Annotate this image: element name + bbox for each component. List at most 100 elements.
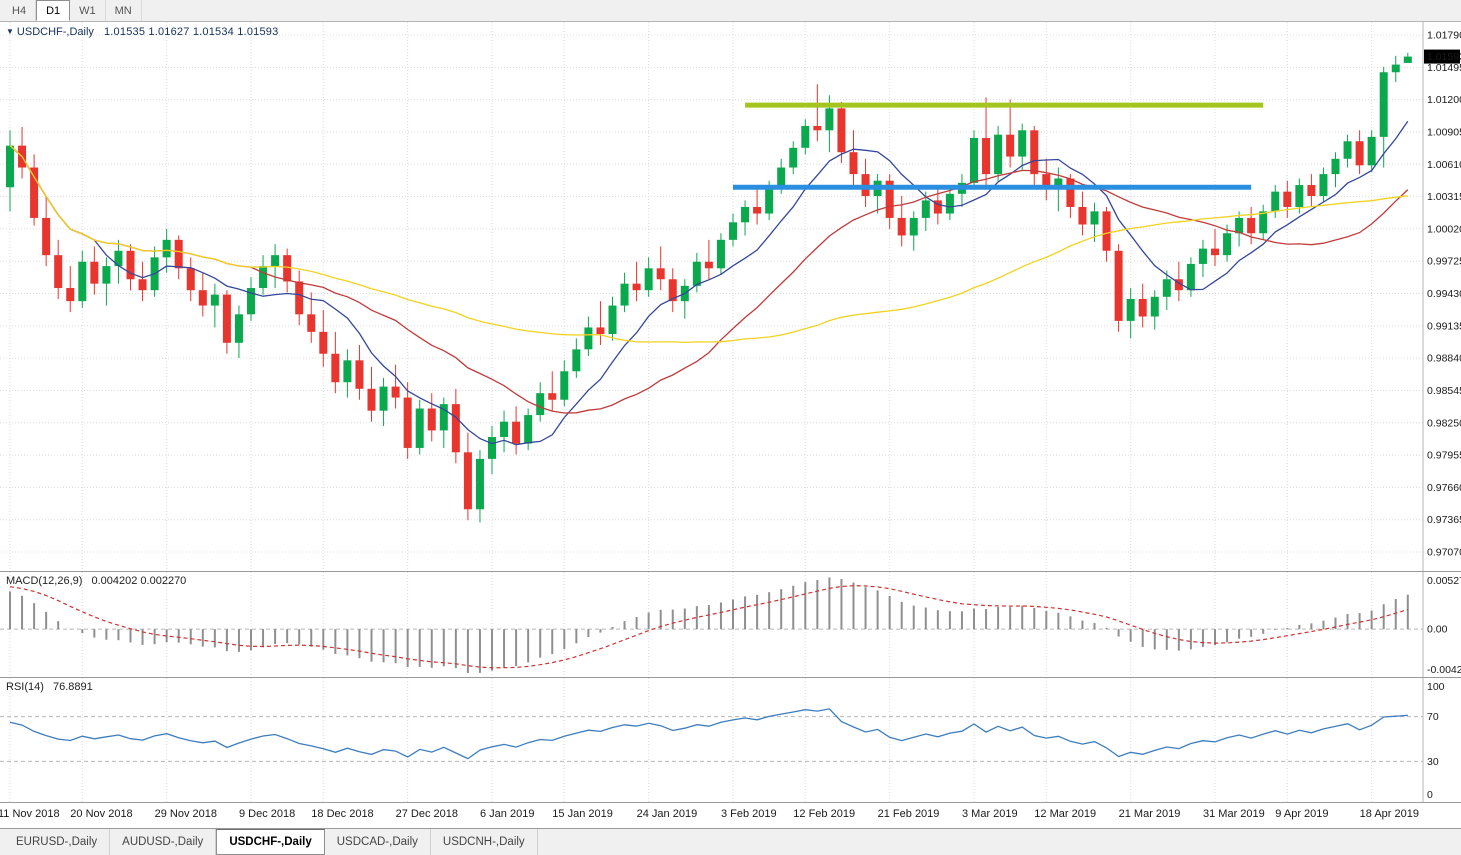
price-axis-label: 1.00905 (1427, 126, 1461, 138)
period-tab-d1[interactable]: D1 (36, 0, 71, 21)
time-axis-label: 18 Dec 2018 (311, 808, 374, 820)
candle-body (355, 360, 364, 389)
time-axis-label: 20 Nov 2018 (70, 808, 133, 820)
chart-title: ▼ USDCHF-,Daily 1.01535 1.01627 1.01534 1… (6, 26, 278, 38)
candle-body (222, 294, 231, 343)
candle-body (560, 371, 569, 400)
period-tab-h4[interactable]: H4 (3, 0, 37, 21)
time-axis[interactable]: 11 Nov 2018 20 Nov 2018 29 Nov 2018 9 Dec 2… (0, 803, 1461, 828)
candle-body (138, 279, 147, 291)
rsi-panel: 100 70 30 0 RSI(14) 76.8891 (0, 678, 1461, 803)
candle-body (415, 408, 424, 448)
candle-body (186, 268, 195, 291)
candle-body (78, 261, 87, 302)
price-chart[interactable]: 1.01790 1.01495 1.01200 1.00905 1.00610 1.003… (0, 22, 1461, 571)
price-axis-label: 0.99135 (1427, 320, 1461, 332)
macd-values: 0.004202 0.002270 (91, 575, 187, 587)
candle-body (271, 255, 280, 267)
candle-body (765, 187, 774, 214)
candle-body (1367, 136, 1376, 166)
price-axis-label: 1.01790 (1427, 30, 1461, 42)
candle-body (897, 217, 906, 236)
rsi-chart[interactable]: 100 70 30 0 (0, 678, 1461, 802)
candle-body (307, 314, 316, 332)
candle-body (1006, 134, 1015, 157)
candle-body (753, 206, 762, 214)
candle-body (162, 239, 171, 258)
current-price-label: 1.01593 (1427, 51, 1461, 63)
candle-body (801, 125, 810, 148)
candle-body (343, 360, 352, 383)
candle-body (909, 217, 918, 236)
macd-axis-max: 0.005275 (1427, 575, 1461, 587)
dropdown-arrow-icon[interactable]: ▼ (6, 27, 14, 36)
time-axis-label: 27 Dec 2018 (395, 808, 459, 820)
candle-body (548, 393, 557, 400)
candle-body (451, 404, 460, 453)
ma-fast-blue (9, 120, 1409, 446)
price-axis-label: 0.99725 (1427, 256, 1461, 268)
candle-body (379, 386, 388, 411)
candle-body (644, 268, 653, 291)
ma-slow-yellow (9, 145, 1408, 344)
candle-body (1018, 130, 1027, 157)
candle-body (247, 288, 255, 315)
candle-body (30, 167, 39, 218)
symbol-tab-usdchf[interactable]: USDCHF-,Daily (216, 829, 325, 855)
symbol-tab-usdcnh[interactable]: USDCNH-,Daily (431, 829, 538, 855)
rsi-value: 76.8891 (52, 681, 93, 693)
candle-body (512, 421, 521, 444)
current-price-badge (1424, 49, 1460, 64)
candle-body (1259, 211, 1268, 234)
candle-body (970, 137, 978, 183)
candle-body (475, 458, 484, 510)
candle-body (1198, 248, 1207, 264)
candle-body (403, 397, 412, 448)
candle-body (1138, 298, 1147, 317)
time-axis-label: 11 Nov 2018 (0, 808, 60, 820)
candle-body (1319, 174, 1328, 197)
candle-body (439, 404, 448, 431)
candle-body (391, 386, 400, 398)
candle-body (42, 217, 51, 256)
candle-body (1054, 178, 1063, 190)
rsi-axis-label: 70 (1427, 711, 1439, 723)
candle-body (1211, 248, 1219, 256)
candle-body (837, 108, 846, 153)
candle-body (500, 421, 509, 437)
macd-chart[interactable]: 0.005275 0.00 -0.00421 (0, 572, 1461, 677)
time-axis-label: 31 Mar 2019 (1203, 808, 1265, 820)
candle-body (729, 222, 737, 240)
candle-body (1283, 191, 1292, 207)
candle-body (945, 193, 954, 214)
candle-body (1271, 191, 1280, 212)
candle-body (1150, 296, 1159, 317)
candle-body (885, 180, 894, 218)
price-panel: 1.01790 1.01495 1.01200 1.00905 1.00610 1.003… (0, 22, 1461, 572)
time-axis-label: 12 Feb 2019 (793, 808, 856, 820)
candle-body (1030, 130, 1039, 175)
candle-body (1355, 141, 1364, 166)
period-tab-w1[interactable]: W1 (70, 0, 106, 21)
period-tab-mn[interactable]: MN (106, 0, 142, 21)
candle-body (921, 200, 930, 218)
macd-axis-zero: 0.00 (1427, 624, 1448, 636)
candle-body (813, 125, 822, 131)
time-axis-label: 9 Dec 2018 (239, 808, 296, 820)
candle-body (1295, 185, 1304, 207)
symbol-tabbar: EURUSD-,Daily AUDUSD-,Daily USDCHF-,Daily U… (0, 828, 1461, 855)
candle-body (716, 239, 725, 269)
candle-body (427, 408, 436, 431)
time-axis-label: 12 Mar 2019 (1034, 808, 1097, 820)
price-axis-label: 0.97955 (1427, 450, 1461, 462)
price-axis-label: 1.01200 (1427, 94, 1461, 106)
symbol-tab-audusd[interactable]: AUDUSD-,Daily (110, 829, 217, 855)
symbol-tab-eurusd[interactable]: EURUSD-,Daily (4, 829, 111, 855)
symbol-tab-usdcad[interactable]: USDCAD-,Daily (325, 829, 431, 855)
candle-body (692, 261, 701, 286)
rsi-line (9, 708, 1408, 760)
candle-body (488, 436, 496, 459)
candle-body (536, 393, 545, 416)
rsi-label: RSI(14) 76.8891 (6, 681, 93, 693)
